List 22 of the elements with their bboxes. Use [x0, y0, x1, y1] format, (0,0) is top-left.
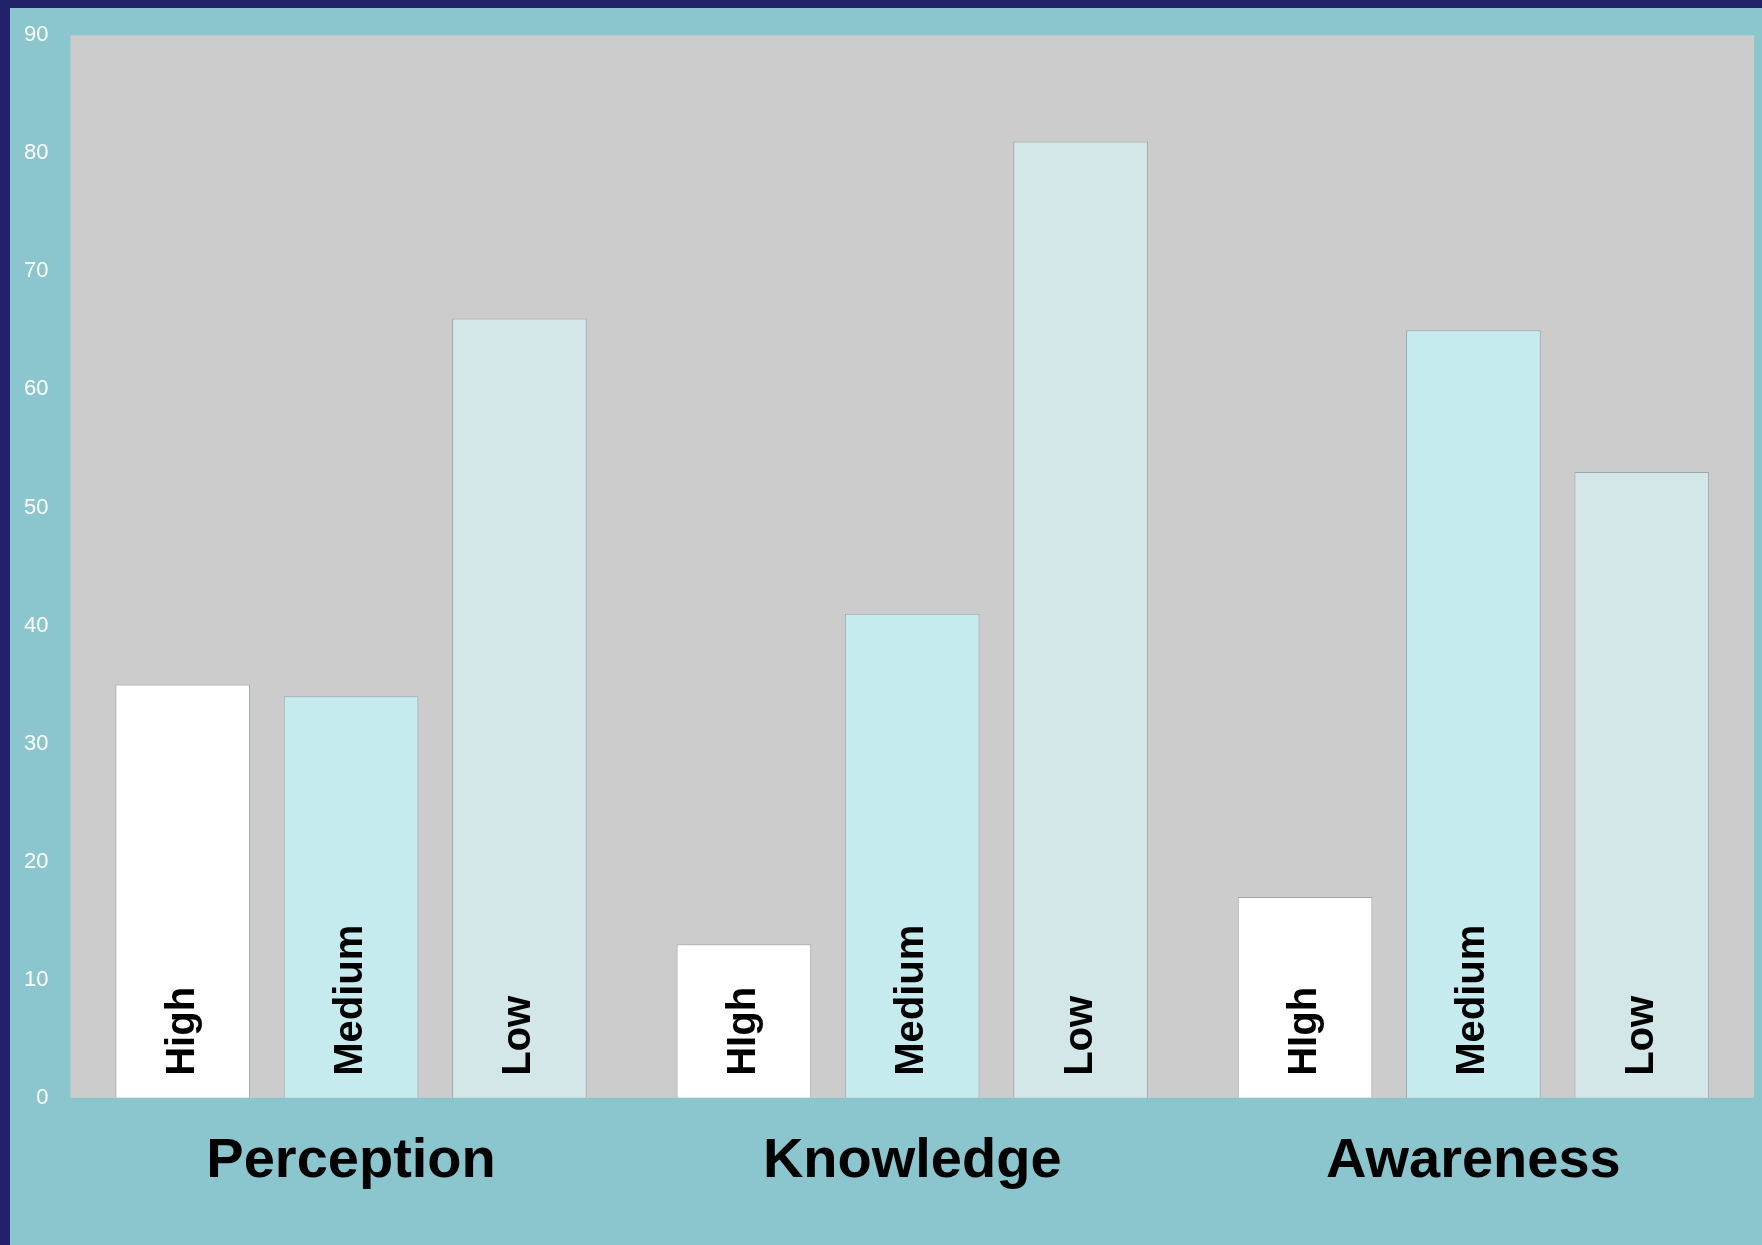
data-label: Medium — [887, 924, 932, 1076]
y-tick-label: 0 — [36, 1083, 49, 1109]
y-tick-label: 10 — [23, 965, 49, 991]
x-tick-label: Perception — [206, 1125, 496, 1189]
data-label: High — [157, 986, 202, 1076]
data-label: HIgh — [1280, 986, 1325, 1076]
y-tick-label: 90 — [23, 21, 49, 47]
data-label: Low — [494, 994, 539, 1076]
data-label: HIgh — [718, 986, 763, 1076]
y-tick-label: 60 — [23, 375, 49, 401]
y-tick-label: 30 — [23, 729, 49, 755]
x-tick-label: Knowledge — [762, 1125, 1062, 1189]
y-tick-label: 20 — [23, 847, 49, 873]
data-label: Low — [1055, 994, 1100, 1076]
y-tick-label: 70 — [23, 257, 49, 283]
y-tick-label: 40 — [23, 611, 49, 637]
y-tick-label: 50 — [23, 493, 49, 519]
x-tick-label: Awareness — [1326, 1125, 1621, 1189]
data-label: Medium — [1448, 924, 1493, 1076]
data-label: Medium — [326, 924, 371, 1076]
y-tick-label: 80 — [23, 139, 49, 165]
data-label: Low — [1616, 994, 1661, 1076]
